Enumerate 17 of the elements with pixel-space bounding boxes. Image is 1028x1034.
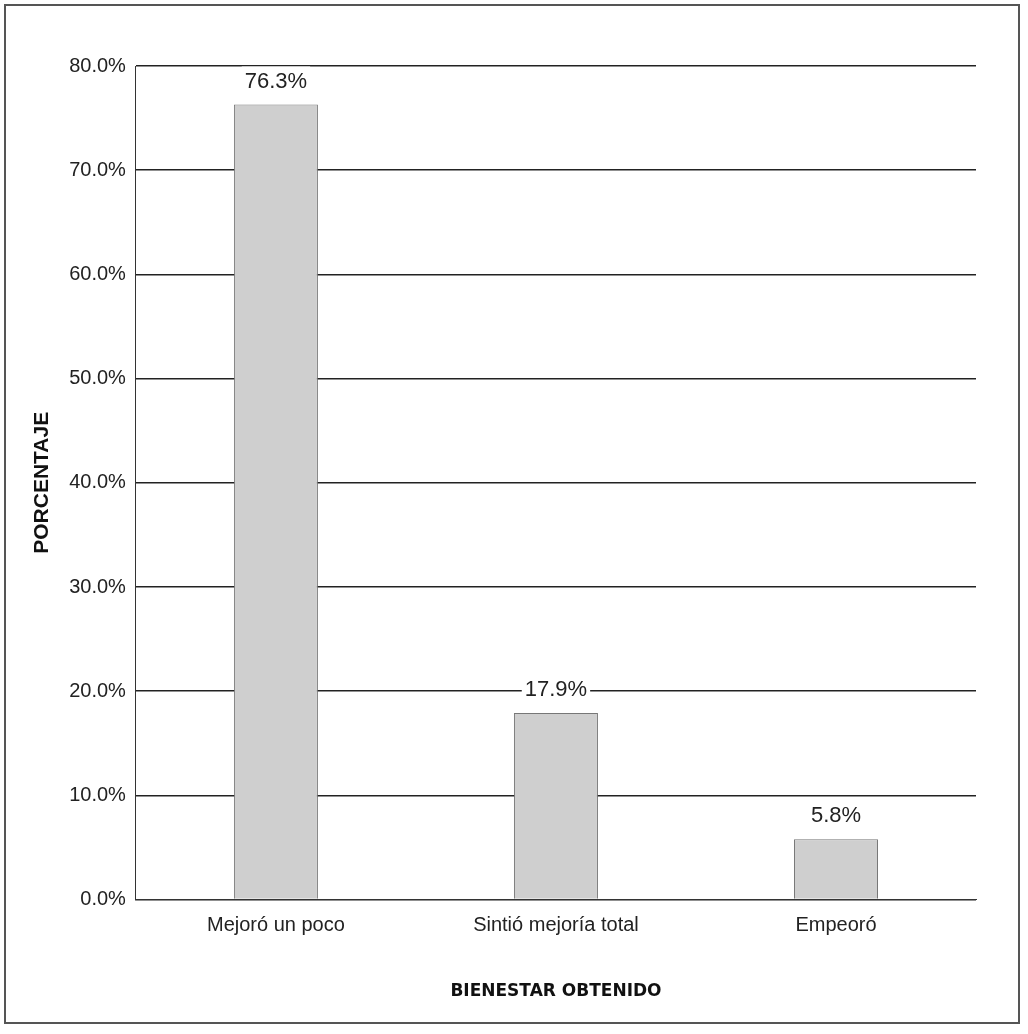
- y-tick-label: 60.0%: [69, 261, 127, 284]
- x-tick-label: Empeoró: [795, 913, 877, 936]
- y-tick-label: 70.0%: [69, 157, 127, 180]
- x-tick-label: Mejoró un poco: [206, 913, 345, 936]
- y-tick-label: 80.0%: [69, 53, 127, 76]
- data-label: 5.8%: [810, 802, 862, 828]
- y-tick-label: 20.0%: [69, 678, 127, 701]
- y-tick-label: 40.0%: [69, 470, 127, 493]
- y-axis-title: PORCENTAJE: [29, 411, 53, 554]
- y-tick-label: 30.0%: [69, 574, 127, 597]
- y-tick-label: 0.0%: [80, 887, 127, 910]
- y-tick-label: 50.0%: [69, 366, 127, 389]
- x-axis-title: BIENESTAR OBTENIDO: [450, 980, 662, 1001]
- data-label: 76.3%: [244, 67, 308, 93]
- y-tick-label: 10.0%: [69, 782, 127, 805]
- data-label: 17.9%: [524, 676, 588, 702]
- x-tick-label: Sintió mejoría total: [473, 913, 639, 936]
